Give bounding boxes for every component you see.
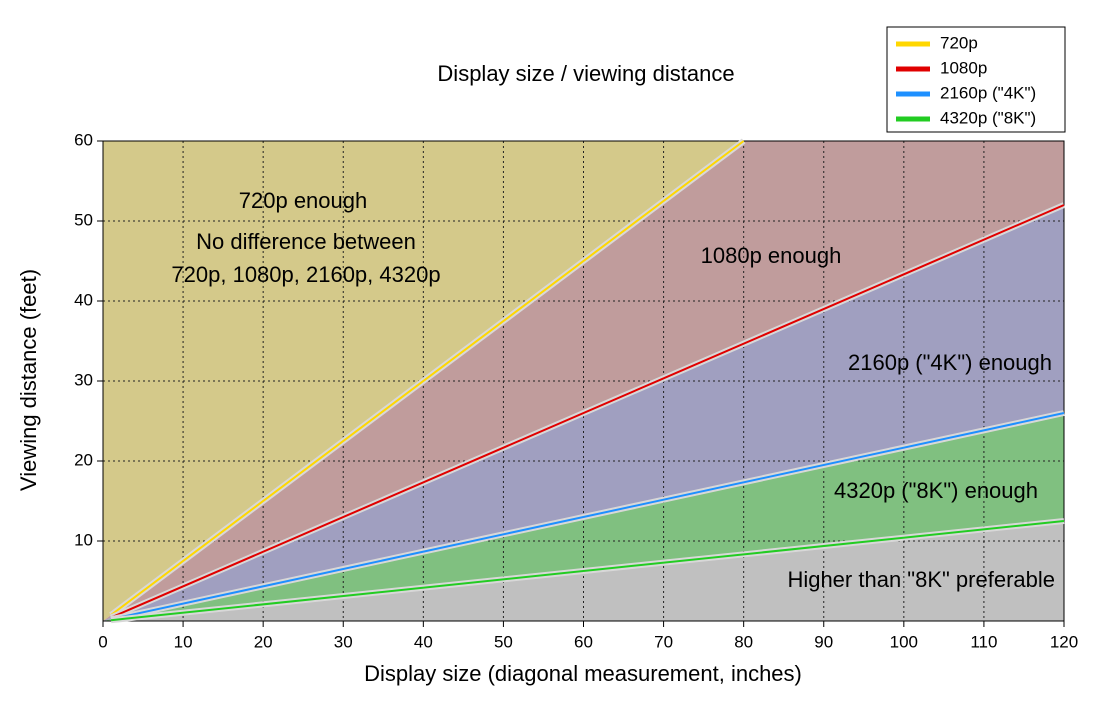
chart-title: Display size / viewing distance (437, 61, 734, 86)
series-line (110, 140, 745, 616)
series-line (110, 520, 1065, 622)
x-axis-label: Display size (diagonal measurement, inch… (364, 661, 802, 686)
legend-label: 4320p ("8K") (940, 108, 1036, 127)
legend-label: 2160p ("4K") (940, 83, 1036, 102)
series-line (110, 204, 1065, 619)
region-fill (103, 205, 1064, 621)
x-tick-label: 80 (734, 632, 753, 651)
y-tick-label: 40 (74, 290, 93, 309)
annotation: Higher than "8K" preferable (787, 567, 1055, 592)
x-tick-label: 90 (814, 632, 833, 651)
y-tick-label: 50 (74, 210, 93, 229)
annotation: 720p enough (239, 188, 367, 213)
x-tick-label: 110 (970, 632, 997, 651)
annotation: 1080p enough (701, 243, 842, 268)
plot-frame (102, 140, 1065, 622)
x-tick-label: 100 (890, 632, 918, 651)
y-tick-label: 10 (74, 530, 93, 549)
legend-label: 720p (940, 33, 978, 52)
x-tick-label: 120 (1050, 632, 1078, 651)
x-tick-label: 70 (654, 632, 673, 651)
x-tick-label: 20 (254, 632, 273, 651)
lines (109, 138, 1066, 624)
y-tick-label: 60 (74, 130, 93, 149)
annotation: 2160p ("4K") enough (848, 350, 1052, 375)
series-line (110, 412, 1065, 621)
annotation: 4320p ("8K") enough (834, 478, 1038, 503)
legend-label: 1080p (940, 58, 987, 77)
x-tick-label: 10 (174, 632, 193, 651)
y-tick-label: 30 (74, 370, 93, 389)
x-tick-label: 40 (414, 632, 433, 651)
x-tick-label: 30 (334, 632, 353, 651)
x-tick-label: 50 (494, 632, 513, 651)
annotation: No difference between (196, 229, 416, 254)
annotation: 720p, 1080p, 2160p, 4320p (171, 262, 440, 287)
x-tick-label: 60 (574, 632, 593, 651)
y-tick-label: 20 (74, 450, 93, 469)
x-tick-label: 0 (98, 632, 107, 651)
y-axis-label: Viewing distance (feet) (16, 269, 41, 491)
legend: 720p 1080p 2160p ("4K") 4320p ("8K") (896, 33, 1036, 127)
